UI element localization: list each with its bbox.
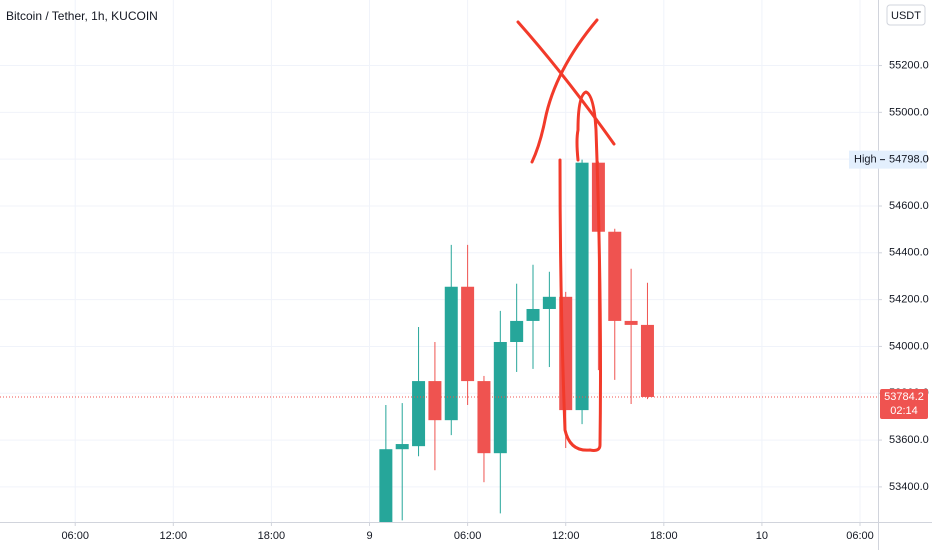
hand-drawing	[516, 18, 616, 452]
y-tick-label: 53600.0	[889, 434, 929, 446]
chart-title: Bitcoin / Tether, 1h, KUCOIN	[6, 9, 158, 23]
candle-body	[526, 308, 540, 321]
candle-body	[477, 381, 491, 454]
candle-body	[608, 231, 622, 321]
currency-box[interactable]	[886, 4, 926, 26]
x-tick-label: 9	[366, 530, 372, 542]
x-tick-label: 18:00	[650, 530, 678, 542]
candle-body	[428, 381, 442, 421]
grid	[0, 0, 878, 522]
candle-body	[575, 162, 589, 411]
drawing-stroke	[516, 20, 616, 146]
y-tick-label: 54200.0	[889, 294, 929, 306]
candle-body	[542, 296, 556, 309]
x-tick-label: 12:00	[552, 530, 580, 542]
candle-body	[379, 449, 393, 522]
x-tick-label: 06:00	[846, 530, 874, 542]
candle-body	[624, 320, 638, 325]
candles	[379, 159, 654, 522]
x-tick-label: 06:00	[61, 530, 89, 542]
candle-body	[395, 444, 409, 450]
y-tick-label: 55200.0	[889, 59, 929, 71]
candle-body	[444, 286, 458, 421]
candle-body	[461, 286, 475, 382]
high-marker-label: High	[854, 154, 877, 166]
y-tick-label: 54000.0	[889, 340, 929, 352]
y-tick-label: 55000.0	[889, 106, 929, 118]
high-marker-box	[849, 150, 927, 169]
last-price-label: 53784.2	[884, 391, 924, 403]
candle-body	[510, 320, 524, 342]
drawing-stroke	[530, 18, 599, 164]
x-tick-label: 06:00	[454, 530, 482, 542]
y-tick-label: 54400.0	[889, 247, 929, 259]
candle-body	[493, 341, 507, 454]
x-tick-label: 12:00	[160, 530, 188, 542]
x-tick-label: 10	[756, 530, 768, 542]
y-tick-label: 53400.0	[889, 481, 929, 493]
countdown-label: 02:14	[890, 405, 918, 417]
high-marker-value: 54798.0	[889, 154, 929, 166]
last-price-box	[880, 388, 928, 419]
currency-label[interactable]: USDT	[891, 10, 921, 22]
candle-body	[412, 381, 426, 447]
y-tick-label: 54600.0	[889, 200, 929, 212]
drawing-stroke	[558, 90, 602, 452]
candle-body	[640, 324, 654, 397]
x-tick-label: 18:00	[258, 530, 286, 542]
